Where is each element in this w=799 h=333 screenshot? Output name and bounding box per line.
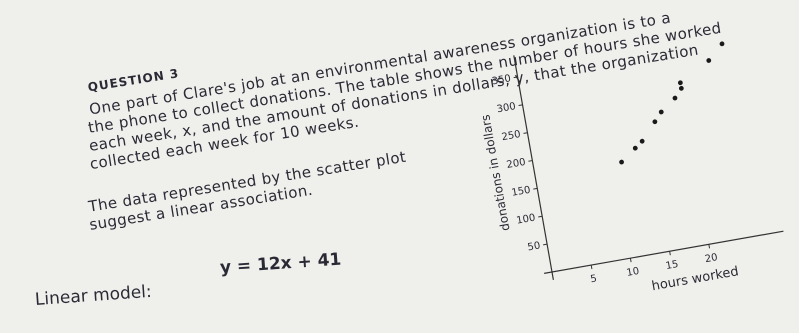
x-tick bbox=[708, 244, 711, 249]
data-point bbox=[619, 159, 624, 165]
y-tick-label: 100 bbox=[516, 213, 537, 227]
data-point bbox=[672, 95, 678, 101]
y-tick bbox=[518, 104, 523, 107]
x-tick-label: 5 bbox=[590, 273, 598, 285]
x-tick-label: 10 bbox=[626, 266, 640, 279]
data-point bbox=[706, 58, 712, 63]
y-tick-label: 250 bbox=[501, 129, 522, 143]
data-point bbox=[719, 41, 725, 47]
data-point bbox=[677, 80, 683, 86]
y-tick bbox=[513, 76, 518, 79]
data-point bbox=[632, 145, 638, 151]
y-tick-label: 150 bbox=[511, 185, 532, 199]
y-axis bbox=[513, 55, 554, 280]
data-point bbox=[678, 85, 684, 91]
x-tick bbox=[669, 251, 671, 256]
x-tick-label: 20 bbox=[704, 252, 718, 265]
x-tick bbox=[590, 264, 593, 270]
x-tick bbox=[629, 258, 632, 263]
y-tick bbox=[533, 187, 538, 190]
x-tick-label: 15 bbox=[665, 259, 679, 272]
y-tick-label: 350 bbox=[491, 73, 512, 87]
data-point bbox=[639, 138, 645, 144]
y-tick bbox=[538, 215, 543, 218]
x-axis bbox=[544, 230, 784, 274]
y-tick bbox=[523, 132, 528, 134]
data-point bbox=[658, 109, 664, 115]
y-tick bbox=[528, 160, 533, 162]
y-tick-label: 200 bbox=[506, 157, 527, 171]
y-tick-label: 50 bbox=[527, 240, 541, 253]
y-tick bbox=[543, 243, 548, 246]
y-tick-label: 300 bbox=[496, 101, 517, 115]
data-point bbox=[652, 119, 658, 125]
